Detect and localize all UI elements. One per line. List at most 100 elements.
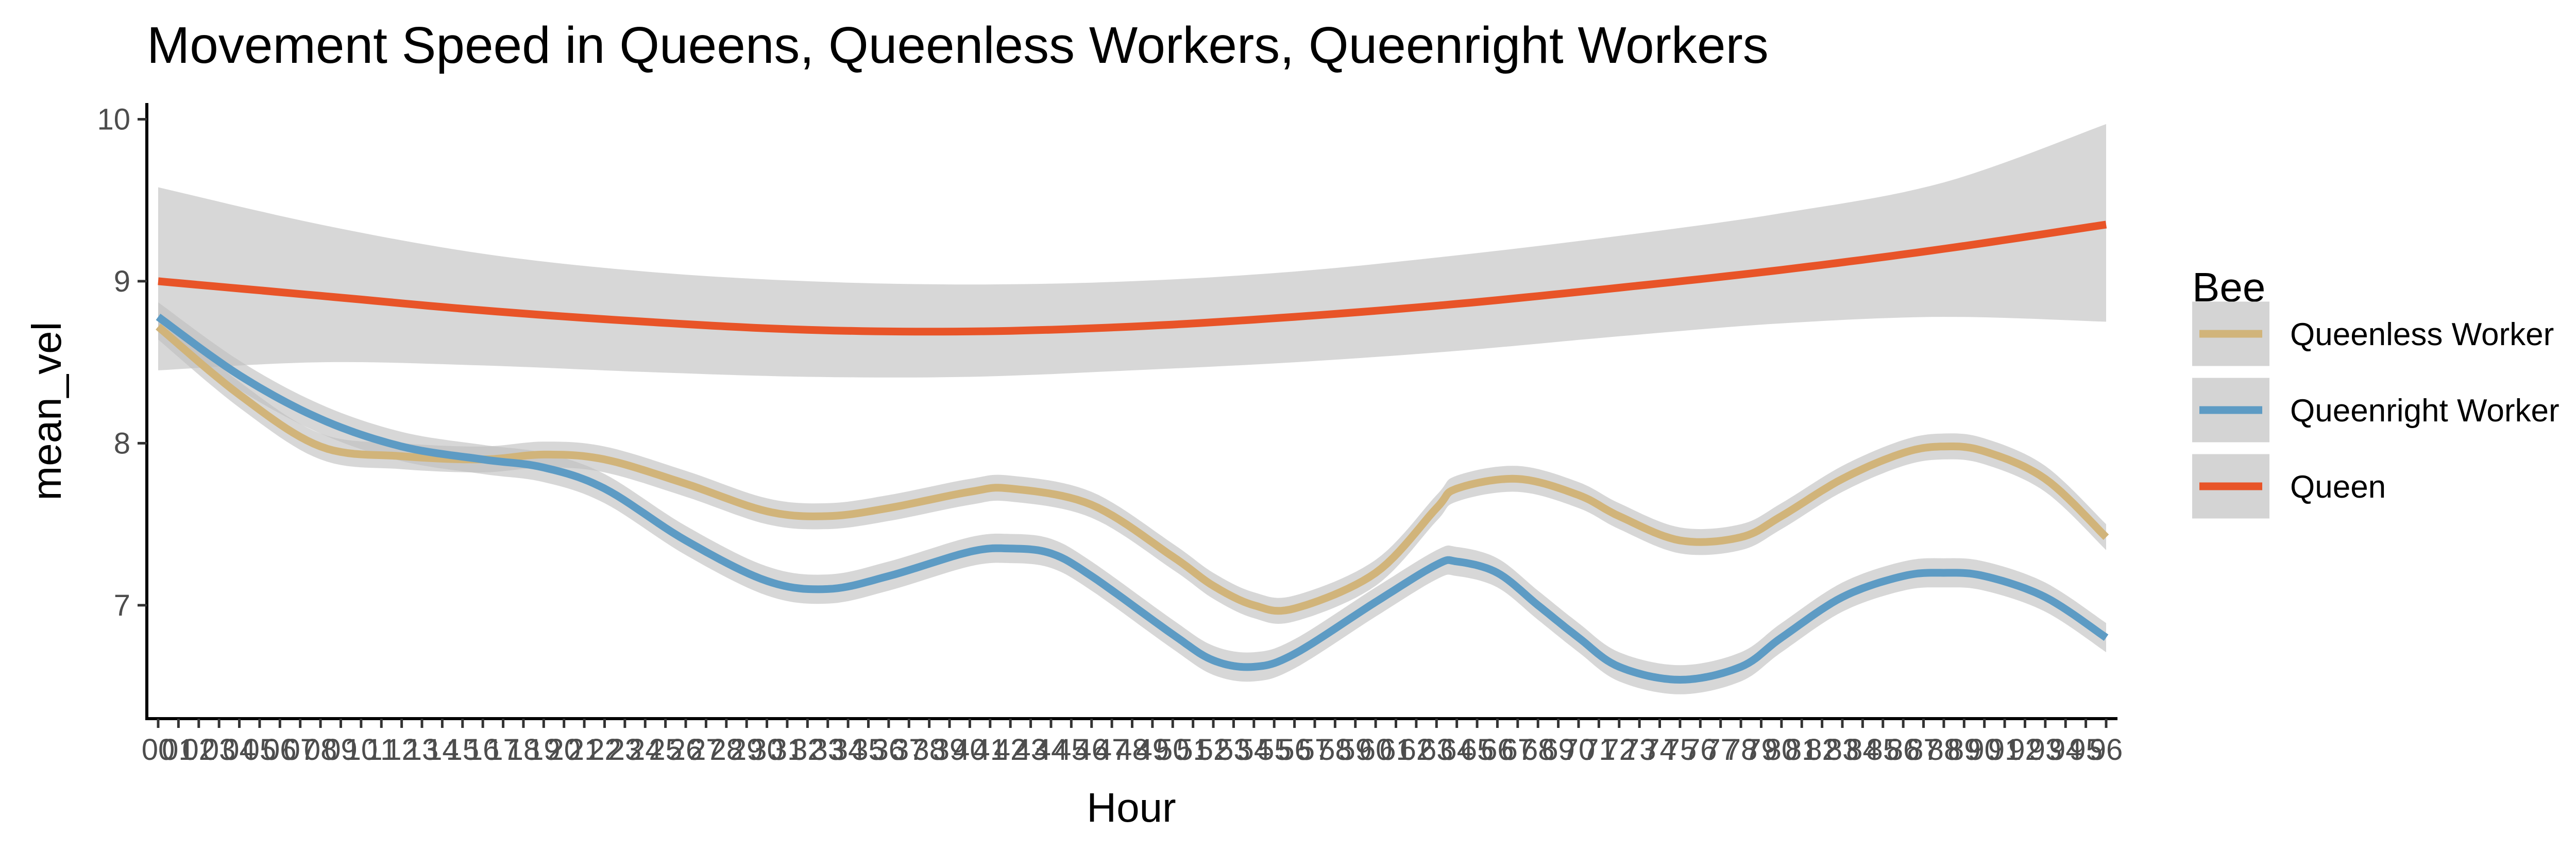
x-tick-label: 65: [1461, 733, 1494, 767]
y-axis-ticks: 7 8 9 10: [97, 103, 147, 622]
x-tick-label: 59: [1338, 733, 1372, 767]
x-tick-label: 56: [1278, 733, 1311, 767]
x-tick-label: 03: [202, 733, 236, 767]
x-tick-label: 09: [324, 733, 358, 767]
x-tick-label: 08: [304, 733, 337, 767]
x-tick-label: 75: [1664, 733, 1697, 767]
y-tick-label: 10: [97, 103, 130, 136]
x-tick-label: 58: [1318, 733, 1352, 767]
x-tick-label: 95: [2069, 733, 2103, 767]
x-tick-label: 45: [1055, 733, 1088, 767]
x-tick-label: 62: [1400, 733, 1433, 767]
x-tick-label: 05: [243, 733, 277, 767]
x-tick-label: 04: [223, 733, 256, 767]
y-tick-label: 7: [114, 589, 130, 622]
x-tick-label: 57: [1298, 733, 1332, 767]
x-tick-label: 84: [1846, 733, 1879, 767]
x-tick-label: 50: [1156, 733, 1190, 767]
x-tick-label: 83: [1826, 733, 1859, 767]
x-tick-label: 14: [426, 733, 459, 767]
x-tick-label: 46: [1075, 733, 1108, 767]
x-tick-label: 43: [1014, 733, 1047, 767]
x-tick-label: 44: [1035, 733, 1068, 767]
x-tick-label: 06: [263, 733, 297, 767]
x-tick-label: 92: [2008, 733, 2042, 767]
x-tick-label: 47: [1095, 733, 1129, 767]
x-tick-label: 01: [162, 733, 195, 767]
y-tick-label: 8: [114, 427, 130, 460]
x-tick-label: 55: [1258, 733, 1291, 767]
x-tick-label: 32: [791, 733, 824, 767]
x-tick-label: 81: [1785, 733, 1819, 767]
x-tick-label: 37: [892, 733, 926, 767]
legend-label: Queenless Worker: [2290, 317, 2554, 352]
x-tick-label: 17: [486, 733, 520, 767]
x-tick-label: 40: [953, 733, 987, 767]
x-tick-label: 20: [547, 733, 581, 767]
x-tick-label: 22: [588, 733, 621, 767]
y-tick-label: 9: [114, 265, 130, 298]
series-line-1: [156, 324, 2109, 615]
x-tick-label: 33: [811, 733, 844, 767]
x-tick-label: 27: [689, 733, 723, 767]
series-lines: [156, 220, 2109, 684]
x-tick-label: 85: [1867, 733, 1900, 767]
x-tick-label: 54: [1238, 733, 1271, 767]
x-tick-label: 73: [1623, 733, 1656, 767]
x-tick-label: 66: [1481, 733, 1514, 767]
x-tick-label: 12: [385, 733, 418, 767]
x-tick-label: 72: [1602, 733, 1636, 767]
x-tick-label: 39: [933, 733, 967, 767]
x-tick-label: 79: [1744, 733, 1778, 767]
x-axis-ticks: 0001020304050607080910111213141516171819…: [142, 719, 2123, 767]
x-tick-label: 80: [1765, 733, 1799, 767]
x-tick-label: 88: [1927, 733, 1961, 767]
x-tick-label: 19: [527, 733, 561, 767]
x-tick-label: 24: [629, 733, 662, 767]
x-tick-label: 18: [507, 733, 540, 767]
y-axis-title: mean_vel: [24, 322, 70, 501]
x-tick-label: 42: [994, 733, 1027, 767]
x-tick-label: 36: [872, 733, 906, 767]
x-tick-label: 31: [771, 733, 804, 767]
x-tick-label: 28: [710, 733, 743, 767]
x-tick-label: 41: [974, 733, 1007, 767]
x-tick-label: 87: [1907, 733, 1940, 767]
x-tick-label: 61: [1379, 733, 1413, 767]
x-tick-label: 93: [2029, 733, 2062, 767]
x-tick-label: 23: [608, 733, 642, 767]
x-tick-label: 64: [1440, 733, 1473, 767]
x-tick-label: 16: [466, 733, 500, 767]
legend-label: Queenright Worker: [2290, 393, 2560, 429]
x-tick-label: 49: [1136, 733, 1170, 767]
x-tick-label: 30: [750, 733, 784, 767]
x-tick-label: 70: [1562, 733, 1596, 767]
x-axis-title: Hour: [1087, 785, 1176, 830]
series-line-3: [158, 220, 2107, 336]
x-tick-label: 94: [2049, 733, 2082, 767]
x-tick-label: 29: [730, 733, 764, 767]
x-tick-label: 96: [2090, 733, 2123, 767]
x-tick-label: 77: [1704, 733, 1737, 767]
x-tick-label: 71: [1582, 733, 1616, 767]
x-tick-label: 82: [1805, 733, 1839, 767]
x-tick-label: 15: [446, 733, 480, 767]
x-tick-label: 26: [669, 733, 703, 767]
x-tick-label: 74: [1643, 733, 1676, 767]
x-tick-label: 90: [1968, 733, 2001, 767]
x-tick-label: 13: [405, 733, 439, 767]
x-tick-label: 63: [1420, 733, 1453, 767]
x-tick-label: 60: [1359, 733, 1393, 767]
x-tick-label: 69: [1541, 733, 1575, 767]
x-tick-label: 48: [1115, 733, 1149, 767]
x-tick-label: 53: [1217, 733, 1250, 767]
x-tick-label: 76: [1684, 733, 1717, 767]
x-tick-label: 00: [142, 733, 175, 767]
legend-label: Queen: [2290, 469, 2386, 505]
chart-title: Movement Speed in Queens, Queenless Work…: [147, 16, 1769, 74]
x-tick-label: 10: [345, 733, 378, 767]
x-tick-label: 21: [568, 733, 601, 767]
x-tick-label: 34: [832, 733, 865, 767]
